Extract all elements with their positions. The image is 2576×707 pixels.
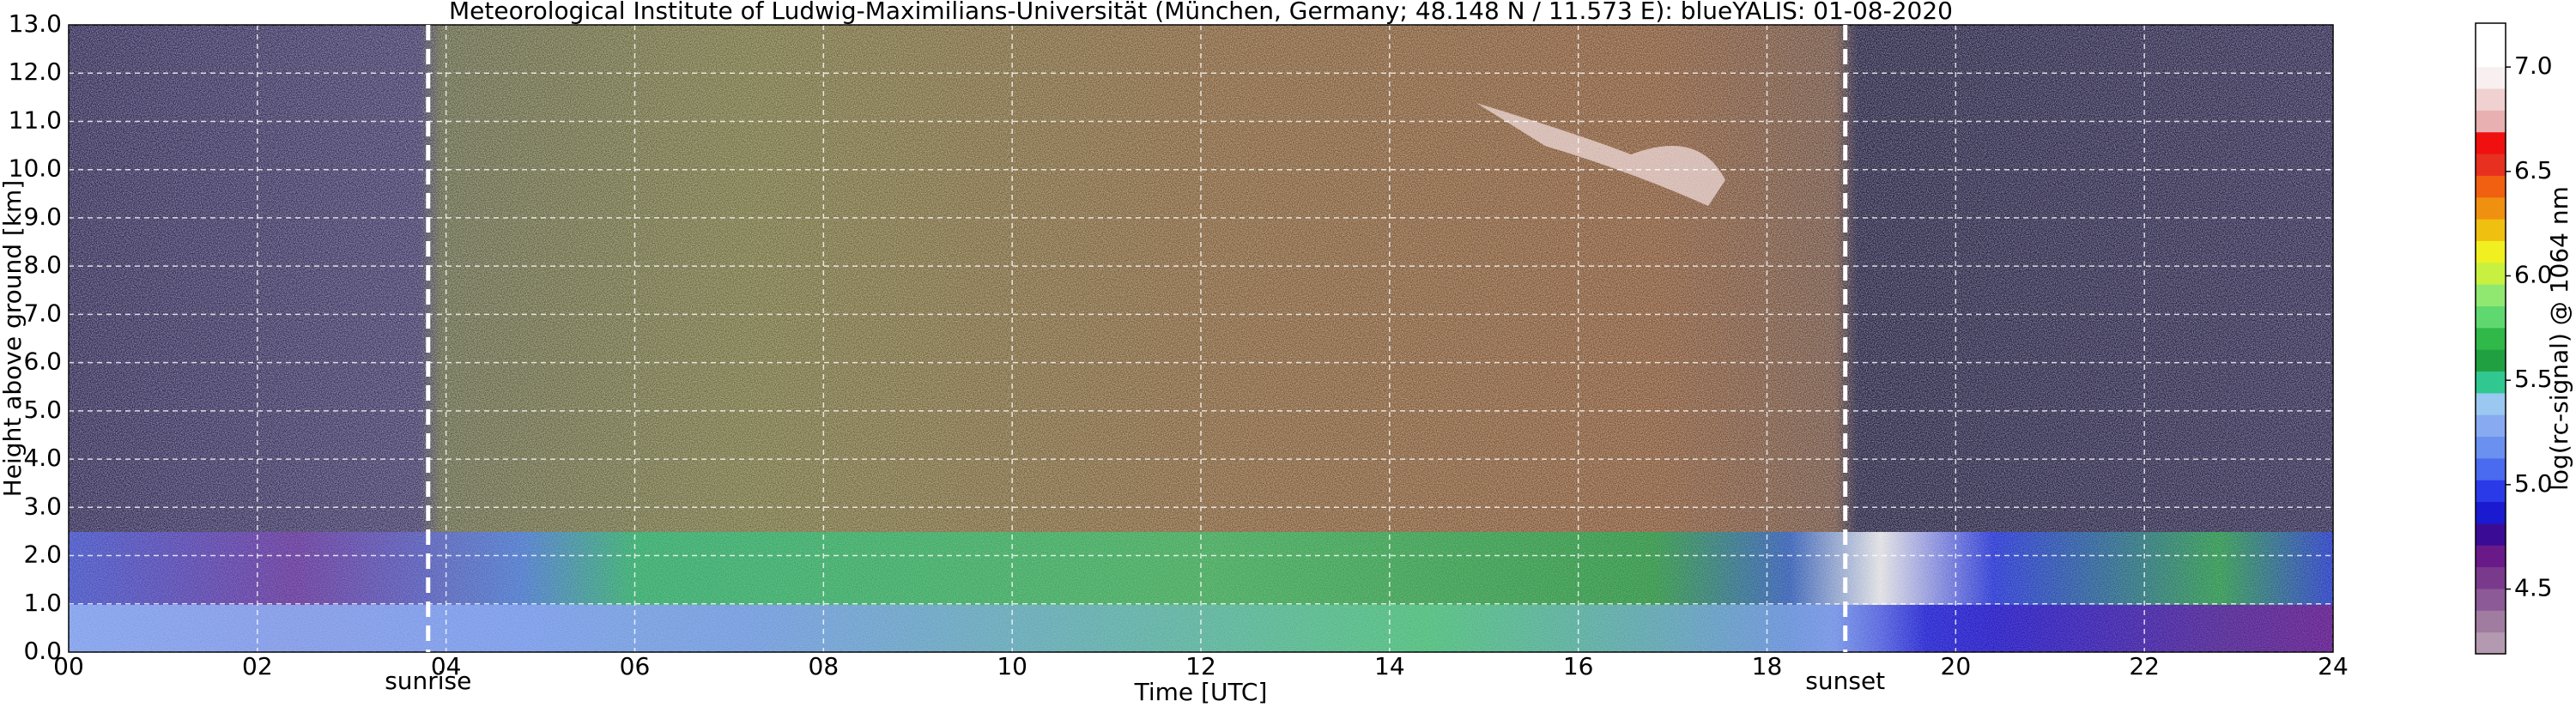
- colorbar-label: log(rc-signal) @ 1064 nm: [2545, 186, 2573, 491]
- x-tick-label: 02: [242, 652, 273, 680]
- colorbar-segment: [2476, 480, 2506, 503]
- colorbar-segment: [2476, 457, 2506, 480]
- x-tick-label: 14: [1374, 652, 1405, 680]
- colorbar-segment: [2476, 284, 2506, 306]
- colorbar-tick-label: 4.5: [2514, 574, 2553, 602]
- colorbar-segment: [2476, 371, 2506, 394]
- colorbar-tick-label: 6.5: [2514, 156, 2553, 184]
- colorbar-segment: [2476, 88, 2506, 111]
- annotation-label: sunrise: [385, 667, 471, 695]
- x-tick-label: 04: [431, 652, 462, 680]
- y-tick-label: 5.0: [23, 396, 62, 424]
- x-tick-label: 18: [1752, 652, 1783, 680]
- y-tick-label: 10.0: [9, 154, 62, 183]
- plot-frame: [68, 24, 2334, 653]
- colorbar-segment: [2476, 349, 2506, 372]
- y-tick-label: 7.0: [23, 299, 62, 327]
- colorbar-segment: [2476, 66, 2506, 89]
- colorbar-segment: [2476, 45, 2506, 68]
- colorbar-tick-label: 6.0: [2514, 260, 2553, 288]
- y-tick-label: 9.0: [23, 202, 62, 231]
- x-tick-label: 24: [2318, 652, 2349, 680]
- y-tick-label: 1.0: [23, 589, 62, 617]
- colorbar-segment: [2476, 523, 2506, 546]
- colorbar-segment: [2476, 588, 2506, 611]
- y-tick-label: 4.0: [23, 444, 62, 472]
- x-tick-label: 16: [1563, 652, 1594, 680]
- x-tick-label: 12: [1185, 652, 1216, 680]
- colorbar-segment: [2476, 110, 2506, 133]
- colorbar-segment: [2476, 262, 2506, 285]
- colorbar-frame: [2475, 22, 2506, 655]
- colorbar-segment: [2476, 131, 2506, 154]
- x-axis-label: Time [UTC]: [1134, 678, 1268, 706]
- y-tick-label: 8.0: [23, 251, 62, 279]
- y-tick-label: 11.0: [9, 106, 62, 134]
- y-tick-label: 13.0: [9, 9, 62, 38]
- colorbar-segment: [2476, 414, 2506, 438]
- colorbar-tick-label: 5.0: [2514, 469, 2553, 498]
- colorbar-segment: [2476, 545, 2506, 568]
- colorbar-segment: [2476, 566, 2506, 589]
- colorbar-segment: [2476, 631, 2506, 655]
- y-tick-label: 3.0: [23, 492, 62, 520]
- colorbar-segment: [2476, 196, 2506, 220]
- colorbar-tick-label: 7.0: [2514, 51, 2553, 80]
- colorbar-segment: [2476, 219, 2506, 241]
- colorbar-tick-label: 5.5: [2514, 365, 2553, 393]
- x-tick-label: 20: [1941, 652, 1972, 680]
- colorbar-segment: [2476, 175, 2506, 198]
- colorbar-segment: [2476, 240, 2506, 263]
- y-tick-label: 0.0: [23, 637, 62, 665]
- annotation-label: sunset: [1805, 667, 1885, 695]
- chart-title: Meteorological Institute of Ludwig-Maxim…: [449, 0, 1953, 25]
- colorbar-segment: [2476, 23, 2506, 45]
- y-tick-label: 2.0: [23, 541, 62, 569]
- y-tick-label: 12.0: [9, 57, 62, 86]
- x-tick-label: 08: [809, 652, 839, 680]
- x-tick-label: 22: [2129, 652, 2160, 680]
- y-tick-label: 6.0: [23, 347, 62, 376]
- colorbar-segment: [2476, 610, 2506, 633]
- colorbar-segment: [2476, 327, 2506, 350]
- y-axis-label: Height above ground [km]: [0, 180, 27, 498]
- colorbar-segment: [2476, 501, 2506, 524]
- colorbar-segment: [2476, 436, 2506, 459]
- colorbar-segment: [2476, 305, 2506, 329]
- x-tick-label: 06: [620, 652, 651, 680]
- x-tick-label: 00: [53, 652, 84, 680]
- x-tick-label: 10: [997, 652, 1027, 680]
- colorbar-segment: [2476, 392, 2506, 415]
- colorbar-segment: [2476, 154, 2506, 176]
